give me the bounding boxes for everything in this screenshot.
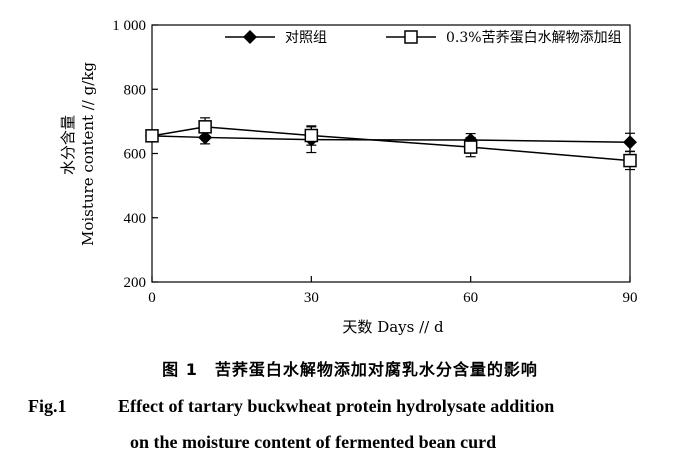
y-tick-label: 600 — [124, 147, 147, 163]
y-tick-label: 400 — [124, 211, 147, 227]
legend-label-treatment: 0.3%苦荞蛋白水解物添加组 — [446, 30, 622, 46]
legend: 对照组 0.3%苦荞蛋白水解物添加组 — [225, 30, 622, 46]
data-point-square — [304, 128, 319, 143]
moisture-line-chart: 200 400 600 800 1 000 0 30 60 90 对照组 0.3%苦荞蛋白水解… — [59, 18, 638, 336]
series-line-1 — [151, 126, 631, 162]
x-tick-label: 90 — [623, 290, 638, 306]
x-axis-title: 天数 Days // d — [342, 318, 444, 336]
caption-english-line2: on the moisture content of fermented bea… — [130, 432, 497, 452]
figure-number: Fig.1 — [28, 396, 67, 416]
data-point-square — [198, 120, 212, 134]
caption-english-text1: Effect of tartary buckwheat protein hydr… — [118, 396, 555, 416]
data-point-square — [145, 129, 159, 143]
y-axis-title-cn: 水分含量 — [59, 115, 77, 175]
legend-marker-treatment — [404, 30, 418, 44]
series-layer — [145, 117, 637, 171]
y-tick-label: 200 — [124, 275, 147, 291]
data-point-square — [463, 140, 478, 154]
y-tick-label: 1 000 — [112, 18, 146, 34]
x-tick-label: 60 — [463, 290, 478, 306]
y-axis-title-en: Moisture content // g/kg — [79, 62, 97, 246]
caption-chinese: 图 1 苦荞蛋白水解物添加对腐乳水分含量的影响 — [162, 360, 538, 379]
plot-frame — [151, 24, 631, 283]
data-point-square — [623, 153, 637, 168]
y-axis-ticks: 200 400 600 800 1 000 — [112, 18, 158, 291]
x-tick-label: 0 — [148, 290, 156, 306]
data-point-diamond — [623, 135, 637, 150]
legend-marker-control — [243, 30, 257, 44]
x-axis-ticks: 0 30 60 90 — [148, 276, 638, 306]
y-tick-label: 800 — [124, 82, 147, 98]
legend-label-control: 对照组 — [285, 30, 327, 46]
caption-english-line1: Fig.1 Effect of tartary buckwheat protein… — [28, 396, 688, 417]
x-tick-label: 30 — [304, 290, 319, 306]
data-point-diamond — [198, 130, 213, 145]
